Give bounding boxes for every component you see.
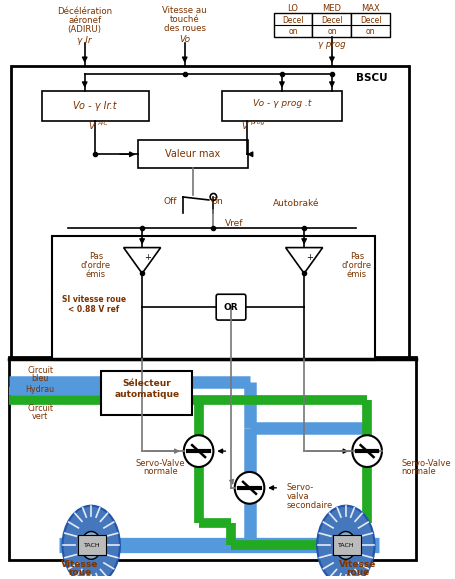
Bar (332, 536, 360, 555)
Text: Vo - γ prog .t: Vo - γ prog .t (252, 99, 310, 108)
Ellipse shape (335, 532, 355, 559)
Text: Decel: Decel (359, 16, 381, 25)
Text: normale: normale (143, 467, 177, 477)
Text: normale: normale (400, 467, 435, 477)
Text: Circuit: Circuit (27, 366, 53, 375)
Text: émis: émis (346, 270, 366, 279)
Text: Servo-: Servo- (286, 483, 313, 492)
Text: MED: MED (322, 4, 341, 13)
Ellipse shape (81, 532, 101, 559)
Bar (10, 66, 408, 369)
Bar (312, 13, 351, 37)
Text: +: + (144, 253, 151, 262)
Text: automatique: automatique (114, 390, 179, 399)
Text: On: On (210, 197, 223, 207)
Text: BSCU: BSCU (355, 73, 387, 83)
Text: on: on (365, 27, 375, 36)
Text: TACH: TACH (338, 543, 354, 548)
Text: Off: Off (163, 197, 176, 207)
Text: roue: roue (345, 568, 369, 577)
FancyBboxPatch shape (216, 294, 245, 320)
Text: on: on (288, 27, 297, 36)
Text: Sélecteur: Sélecteur (122, 379, 171, 388)
Text: LO: LO (287, 4, 298, 13)
Text: < 0.88 V ref: < 0.88 V ref (68, 305, 119, 314)
Text: Servo-Valve: Servo-Valve (400, 459, 450, 467)
Bar (101, 371, 192, 415)
Text: Vo: Vo (179, 35, 190, 43)
Text: des roues: des roues (163, 24, 205, 32)
Text: V: V (240, 122, 247, 131)
Text: Vref: Vref (224, 219, 243, 228)
Bar (273, 13, 312, 37)
Text: V: V (88, 122, 94, 131)
Circle shape (352, 435, 381, 467)
Text: touché: touché (169, 14, 199, 24)
Text: MAX: MAX (361, 4, 379, 13)
Text: bleu: bleu (31, 374, 49, 383)
Bar (138, 140, 247, 168)
Text: roue: roue (68, 568, 91, 577)
Bar (351, 13, 389, 37)
Text: vert: vert (32, 412, 48, 421)
Polygon shape (123, 248, 160, 273)
Circle shape (234, 472, 264, 504)
Bar (9, 357, 415, 560)
Bar (221, 91, 341, 120)
Text: d'ordre: d'ordre (341, 261, 371, 270)
Circle shape (183, 435, 213, 467)
Text: Vitesse: Vitesse (61, 560, 99, 569)
Text: Vo - γ Ir.t: Vo - γ Ir.t (73, 101, 116, 111)
Text: OR: OR (223, 303, 238, 312)
Text: Décélération: Décélération (57, 7, 112, 16)
Ellipse shape (316, 505, 374, 579)
Polygon shape (285, 248, 322, 273)
Bar (52, 236, 374, 360)
Text: +: + (306, 253, 313, 262)
Text: aéronef: aéronef (68, 16, 101, 25)
Text: Pas: Pas (89, 252, 103, 261)
Text: Decel: Decel (282, 16, 303, 25)
Text: valva: valva (286, 492, 308, 501)
Text: prog: prog (250, 120, 264, 126)
Text: γ prog: γ prog (318, 39, 345, 49)
Text: Pas: Pas (349, 252, 363, 261)
Ellipse shape (62, 505, 120, 579)
Text: SI vitesse roue: SI vitesse roue (62, 295, 126, 304)
Text: Vitesse: Vitesse (339, 560, 376, 569)
Text: (ADIRU): (ADIRU) (68, 25, 101, 34)
Bar (78, 536, 106, 555)
Text: on: on (326, 27, 336, 36)
Text: Autobraké: Autobraké (272, 199, 318, 208)
Bar (42, 91, 148, 120)
Text: Circuit: Circuit (27, 404, 53, 413)
Text: Hydrau: Hydrau (25, 385, 55, 394)
Text: émis: émis (86, 270, 106, 279)
Text: Valeur max: Valeur max (165, 149, 220, 159)
Text: TACH: TACH (84, 543, 100, 548)
Text: A/C: A/C (97, 120, 108, 126)
Text: secondaire: secondaire (286, 501, 332, 510)
Text: d'ordre: d'ordre (81, 261, 111, 270)
Text: Servo-Valve: Servo-Valve (136, 459, 185, 467)
Text: Decel: Decel (320, 16, 342, 25)
Text: Vitesse au: Vitesse au (162, 6, 207, 15)
Text: γ Ir: γ Ir (77, 35, 92, 45)
